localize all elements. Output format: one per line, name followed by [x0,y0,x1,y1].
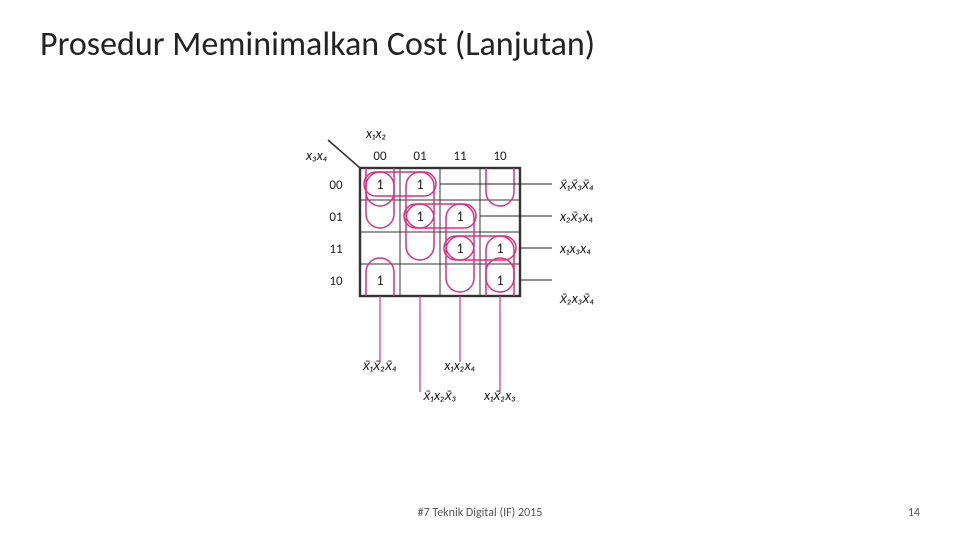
footer-label: #7 Teknik Digital (IF) 2015 [418,506,543,520]
svg-text:11: 11 [453,149,466,164]
svg-text:x₂x̄₃x₄: x₂x̄₃x₄ [559,208,594,225]
svg-text:1: 1 [456,208,463,225]
svg-text:x₃x₄: x₃x₄ [305,147,328,164]
svg-text:1: 1 [496,240,503,257]
svg-text:10: 10 [493,149,507,164]
kmap-diagram: x₁x₂x₃x₄000111100001111011111111x̄₁x̄₃x̄… [290,110,710,450]
svg-text:01: 01 [329,210,342,225]
svg-text:1: 1 [456,240,463,257]
svg-text:1: 1 [376,272,383,289]
svg-text:10: 10 [329,274,343,289]
svg-text:x̄₁x̄₂x̄₄: x̄₁x̄₂x̄₄ [362,357,397,374]
svg-text:x̄₁x₂x̄₃: x̄₁x₂x̄₃ [423,387,457,404]
svg-text:1: 1 [376,176,383,193]
svg-text:1: 1 [496,272,503,289]
svg-text:x̄₂x₃x̄₄: x̄₂x₃x̄₄ [559,290,594,307]
svg-text:11: 11 [329,242,342,257]
svg-text:1: 1 [416,176,423,193]
page-title: Prosedur Meminimalkan Cost (Lanjutan) [40,24,595,65]
svg-text:00: 00 [373,149,387,164]
kmap-svg: x₁x₂x₃x₄000111100001111011111111x̄₁x̄₃x̄… [290,110,710,450]
svg-text:1: 1 [416,208,423,225]
svg-text:00: 00 [329,178,343,193]
svg-text:x̄₁x̄₃x̄₄: x̄₁x̄₃x̄₄ [559,176,594,193]
svg-text:01: 01 [413,149,426,164]
svg-text:x₁x₃x₄: x₁x₃x₄ [559,240,591,257]
svg-text:x₁x₂x₄: x₁x₂x₄ [443,357,475,374]
page-number: 14 [908,506,920,520]
svg-text:x₁x₂: x₁x₂ [365,125,386,142]
svg-text:x₁x̄₂x₃: x₁x̄₂x₃ [483,387,516,404]
